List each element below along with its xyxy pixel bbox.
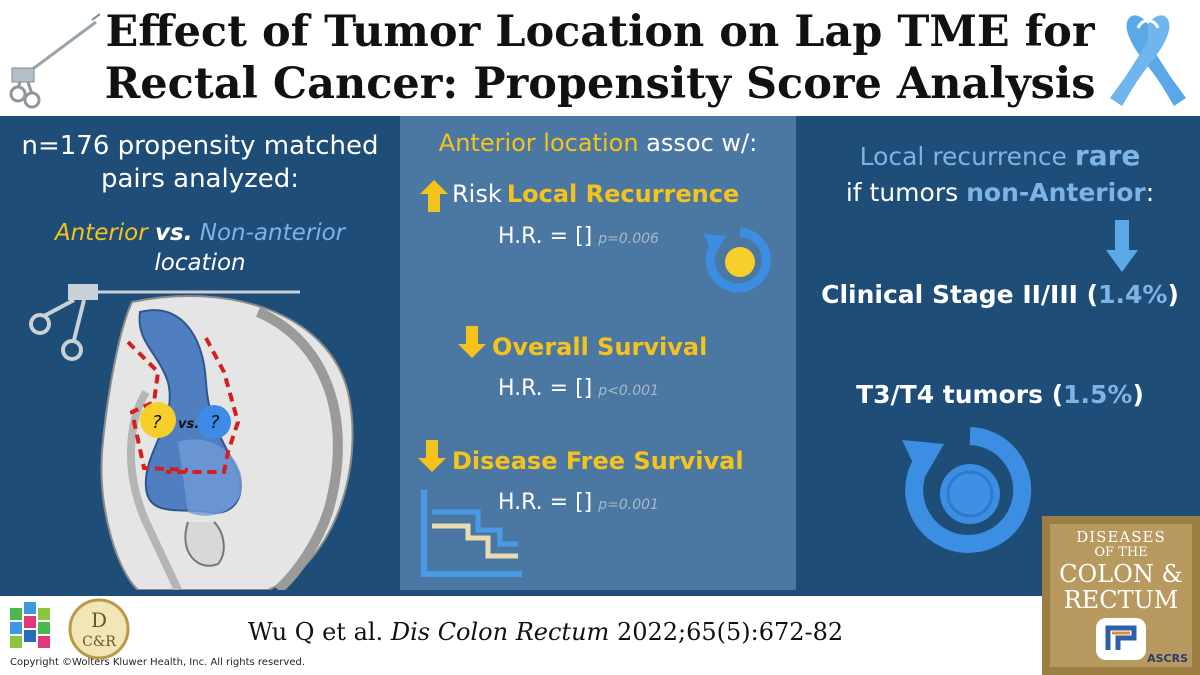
location-label: location: [154, 250, 246, 276]
citation: Wu Q et al. Dis Colon Rectum 2022;65(5):…: [248, 618, 843, 646]
hazard-ratio-disease-free-survival: H.R. = [] p=0.001: [498, 490, 659, 515]
colon-icon: [1096, 618, 1146, 660]
population-line-1: n=176 propensity matched: [21, 131, 379, 161]
copyright: Copyright ©Wolters Kluwer Health, Inc. A…: [10, 657, 306, 668]
journal-line-2: OF THE: [1094, 545, 1148, 560]
citation-journal: Dis Colon Rectum: [390, 618, 610, 646]
local-recurrence-text: Local recurrence: [859, 142, 1067, 171]
hazard-ratio-overall-survival: H.R. = [] p<0.001: [498, 376, 659, 401]
journal-line-1: DISEASES: [1076, 528, 1166, 546]
overall-survival-title: Overall Survival: [492, 333, 708, 361]
rectum-anatomy-illustration: ? vs. ?: [29, 284, 354, 590]
hr-value: H.R. = []: [498, 376, 593, 401]
journal-line-3: COLON &: [1059, 560, 1183, 588]
colon-text: :: [1145, 178, 1155, 207]
p-value: p=0.006: [598, 231, 659, 247]
anterior-location-label: Anterior location: [438, 129, 639, 157]
t3-close: ): [1132, 380, 1144, 409]
footer: [0, 596, 1200, 675]
non-anterior-label: Non-anterior: [199, 220, 346, 246]
tumor-vs-marker: vs.: [178, 417, 199, 432]
assoc-label: assoc w/:: [646, 129, 758, 157]
hazard-ratio-local-recurrence: H.R. = [] p=0.006: [498, 224, 659, 249]
dcr-logo-d: D: [91, 608, 107, 632]
hr-value: H.R. = []: [498, 224, 593, 249]
page-title: Effect of Tumor Location on Lap TME for …: [95, 6, 1105, 110]
awareness-ribbon-icon: [1110, 15, 1186, 106]
risk-prefix: Risk: [452, 180, 502, 208]
study-population-text: n=176 propensity matched pairs analyzed:: [0, 130, 400, 196]
title-line-2: Rectal Cancer: Propensity Score Analysis: [104, 59, 1096, 109]
dcr-logo-cr: C&R: [82, 634, 116, 650]
population-line-2: pairs analyzed:: [100, 164, 300, 194]
dcr-logo: D C&R: [68, 598, 130, 660]
header: [0, 0, 1200, 116]
arrow-up-icon: [420, 180, 448, 212]
t3-t4-stat: T3/T4 tumors (1.5%): [800, 380, 1200, 409]
local-recurrence-title: Local Recurrence: [506, 180, 740, 208]
stage-close: ): [1167, 280, 1179, 309]
arrow-down-icon: [1106, 220, 1138, 272]
recurrence-cycle-icon: [902, 427, 1032, 553]
journal-line-4: RECTUM: [1063, 586, 1179, 614]
journal-cover: DISEASES OF THE COLON & RECTUM ASCRS: [1042, 516, 1200, 675]
t3-label: T3/T4 tumors (: [856, 380, 1064, 409]
stage-label: Clinical Stage II/III (: [821, 280, 1099, 309]
survival-curve-icon: [421, 490, 522, 577]
tumor-anterior-marker: ?: [152, 412, 162, 433]
citation-reference: 2022;65(5):672-82: [616, 618, 844, 646]
stage-value: 1.4%: [1098, 280, 1168, 309]
rare-text: rare: [1074, 139, 1141, 172]
title-line-1: Effect of Tumor Location on Lap TME for: [105, 7, 1095, 57]
if-tumors-text: if tumors: [845, 178, 959, 207]
wolters-kluwer-logo: [10, 602, 50, 648]
right-heading: Local recurrence rare if tumors non-Ante…: [800, 138, 1200, 211]
hr-value: H.R. = []: [498, 490, 593, 515]
clinical-stage-stat: Clinical Stage II/III (1.4%): [800, 280, 1200, 309]
local-recurrence-label: Risk Local Recurrence: [452, 180, 739, 208]
arrow-down-icon: [458, 326, 486, 358]
comparison-text: Anterior vs. Non-anterior location: [0, 218, 400, 278]
p-value: p<0.001: [598, 383, 659, 399]
arrow-down-icon: [418, 440, 446, 472]
anterior-label: Anterior: [54, 220, 148, 246]
tumor-posterior-marker: ?: [210, 412, 220, 433]
ascrs-label: ASCRS: [1147, 652, 1188, 665]
disease-free-survival-title: Disease Free Survival: [452, 447, 744, 475]
citation-authors: Wu Q et al.: [248, 618, 384, 646]
t3-value: 1.5%: [1063, 380, 1133, 409]
p-value: p=0.001: [598, 497, 659, 513]
vs-label: vs.: [155, 220, 193, 246]
laparoscopic-instrument-icon: [9, 13, 100, 109]
non-anterior-text: non-Anterior: [966, 178, 1146, 207]
recurrence-cycle-icon: [704, 227, 771, 293]
middle-heading: Anterior location assoc w/:: [400, 129, 796, 157]
